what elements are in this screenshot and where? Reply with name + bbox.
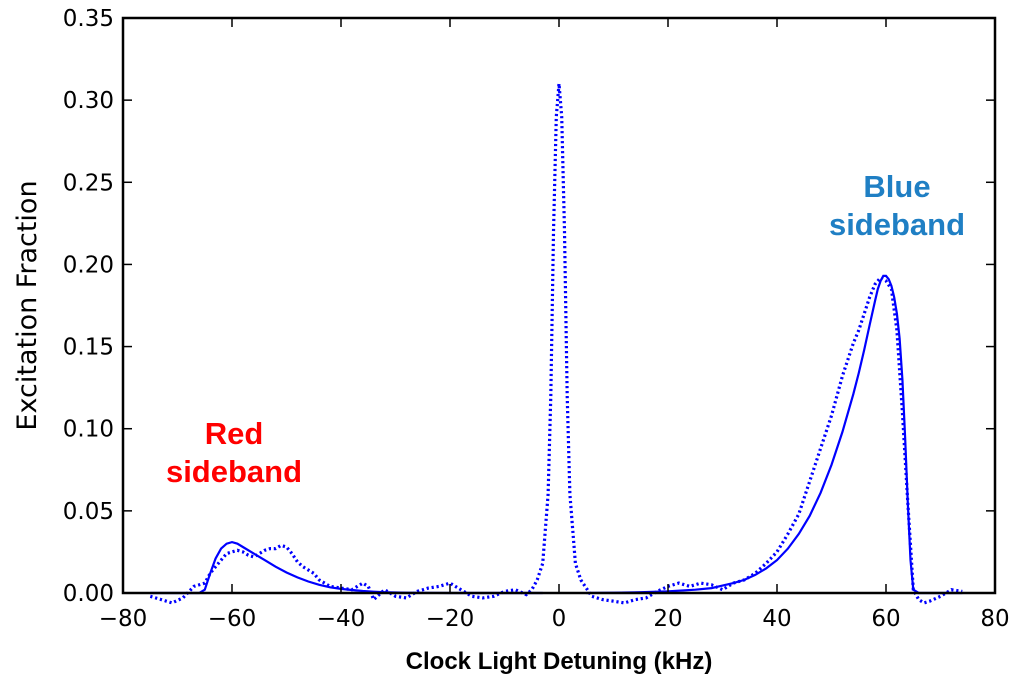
y-axis-title: Excitation Fraction	[12, 180, 43, 430]
x-tick-label: −80	[99, 606, 148, 632]
y-tick-label: 0.00	[63, 581, 114, 607]
y-tick-label: 0.15	[63, 335, 114, 361]
x-tick-label: 60	[871, 606, 900, 632]
annotation-line: Blue	[863, 169, 930, 204]
annotation-line: sideband	[829, 207, 965, 242]
axis-ticks: −80 −60 −40 −20 0 20 40 60 80 0.00 0.05 0.10 0.15 0.2…	[63, 6, 1010, 632]
y-tick-label: 0.35	[63, 6, 114, 32]
y-tick-label: 0.05	[63, 499, 114, 525]
measured-data-line	[149, 83, 963, 605]
y-tick-label: 0.30	[63, 88, 114, 114]
x-tick-label: 40	[762, 606, 791, 632]
x-tick-label: 0	[552, 606, 567, 632]
y-tick-label: 0.20	[63, 252, 114, 278]
red-sideband-label: Red sideband	[166, 416, 302, 489]
y-tick-label: 0.10	[63, 417, 114, 443]
x-tick-label: 20	[653, 606, 682, 632]
fit-curve	[586, 274, 963, 595]
blue-sideband-label: Blue sideband	[829, 169, 965, 242]
annotation-line: sideband	[166, 454, 302, 489]
fit-curve	[150, 540, 543, 595]
x-tick-label: −40	[317, 606, 366, 632]
annotation-line: Red	[205, 416, 264, 451]
x-axis-title: Clock Light Detuning (kHz)	[406, 648, 713, 675]
plot-frame	[121, 16, 997, 595]
x-tick-label: −60	[208, 606, 257, 632]
x-tick-label: 80	[980, 606, 1009, 632]
plot-area	[149, 83, 963, 605]
x-tick-label: −20	[426, 606, 475, 632]
y-tick-label: 0.25	[63, 170, 114, 196]
